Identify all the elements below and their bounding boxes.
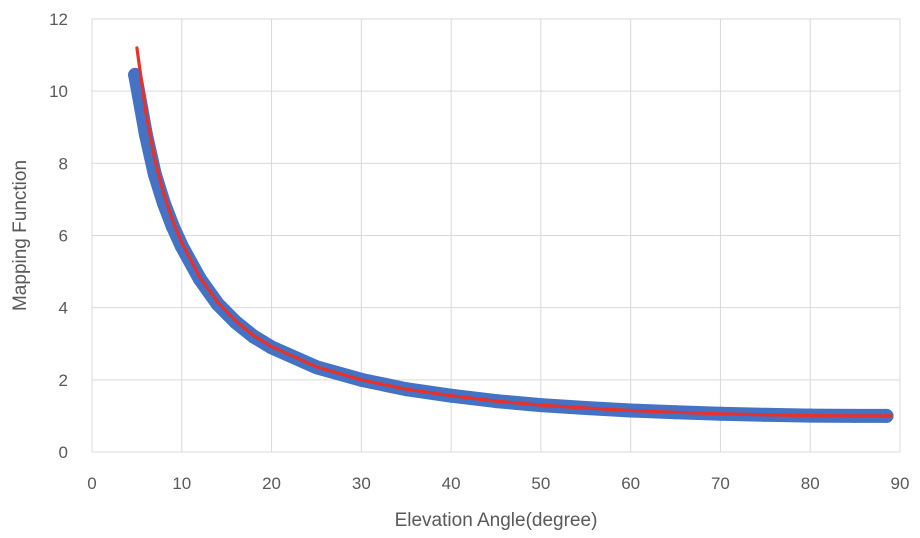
x-tick-label: 80 [801, 474, 820, 493]
series-2 [135, 46, 893, 418]
series-line [135, 46, 893, 418]
y-tick-label: 0 [59, 443, 68, 462]
tick-labels: 0 2 4 6 8 10 12 0 10 20 30 40 50 60 70 80 90 [49, 10, 909, 493]
x-tick-label: 60 [621, 474, 640, 493]
grid [91, 18, 901, 453]
x-tick-label: 10 [172, 474, 191, 493]
marker-band [128, 67, 894, 423]
y-tick-label: 10 [49, 82, 68, 101]
y-axis-title: Mapping Function [10, 160, 31, 311]
x-axis-title: Elevation Angle(degree) [395, 510, 598, 531]
x-tick-label: 50 [531, 474, 550, 493]
x-tick-label: 30 [352, 474, 371, 493]
y-tick-label: 12 [49, 10, 68, 29]
series-1 [128, 67, 894, 423]
y-tick-label: 8 [59, 154, 68, 173]
x-tick-label: 70 [711, 474, 730, 493]
x-tick-label: 20 [262, 474, 281, 493]
y-tick-label: 6 [59, 227, 68, 246]
x-tick-label: 40 [442, 474, 461, 493]
plot-area [128, 46, 894, 423]
x-tick-label: 0 [87, 474, 96, 493]
y-tick-label: 4 [59, 299, 68, 318]
y-tick-label: 2 [59, 371, 68, 390]
x-tick-label: 90 [891, 474, 910, 493]
